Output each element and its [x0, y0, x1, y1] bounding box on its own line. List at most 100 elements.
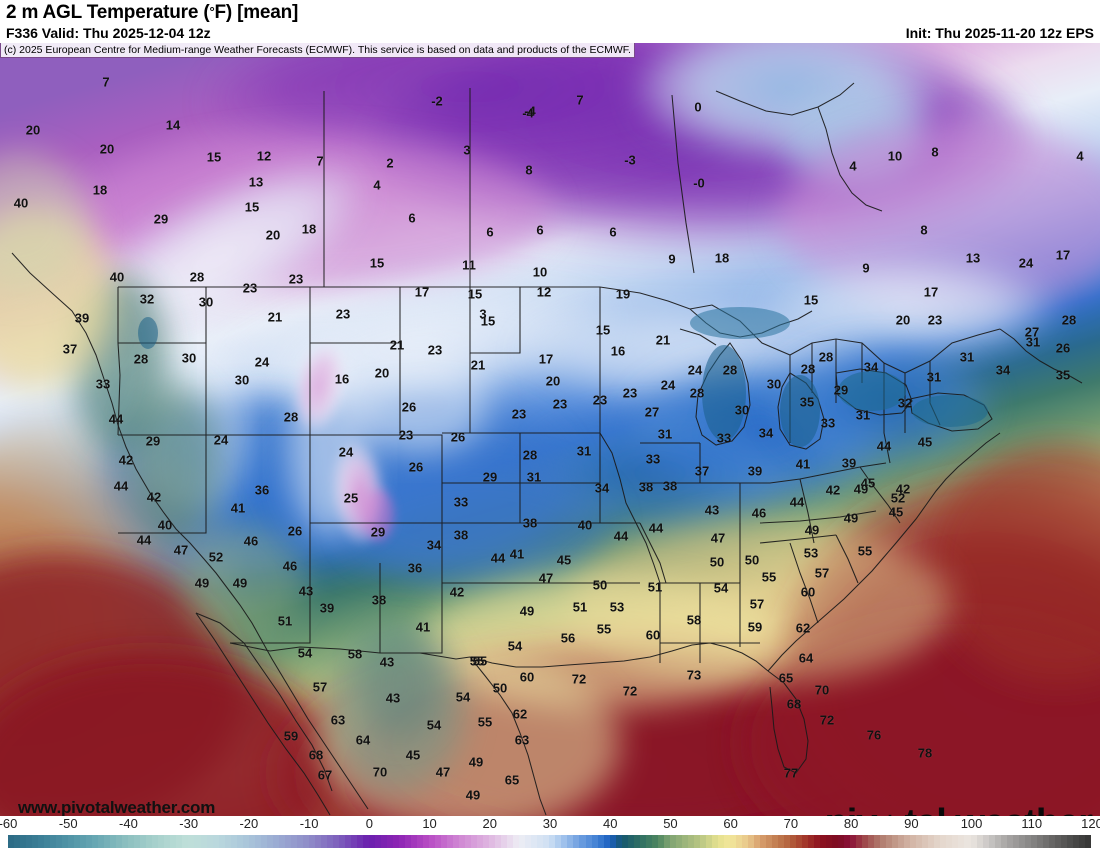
colorbar-swatch	[1024, 835, 1031, 848]
map-canvas[interactable]: (c) 2025 European Centre for Medium-rang…	[0, 43, 1100, 816]
colorbar-swatch	[429, 835, 436, 848]
colorbar-swatch	[796, 835, 803, 848]
valid-time-label: F336 Valid: Thu 2025-12-04 12z	[6, 25, 211, 41]
colorbar-swatch	[687, 835, 694, 848]
colorbar-swatch	[880, 835, 887, 848]
colorbar-swatch	[808, 835, 815, 848]
colorbar-swatch	[248, 835, 255, 848]
colorbar-swatch	[832, 835, 839, 848]
colorbar-swatch	[266, 835, 273, 848]
colorbar[interactable]: -60 -50 -40 -30 -20 -10 0 10 20 30 40 50 60 70 80 90 100…	[0, 816, 1100, 850]
colorbar-swatch	[236, 835, 243, 848]
colorbar-swatch	[447, 835, 454, 848]
colorbar-swatch	[802, 835, 809, 848]
colorbar-swatch	[152, 835, 159, 848]
colorbar-swatch	[531, 835, 538, 848]
colorbar-swatch	[573, 835, 580, 848]
url-watermark: www.pivotalweather.com	[18, 798, 216, 816]
colorbar-swatch	[753, 835, 760, 848]
colorbar-swatch	[916, 835, 923, 848]
colorbar-swatch	[537, 835, 544, 848]
header: 2 m AGL Temperature (°F) [mean] F336 Val…	[0, 0, 1100, 42]
colorbar-swatch	[356, 835, 363, 848]
colorbar-swatch	[970, 835, 977, 848]
colorbar-swatch	[940, 835, 947, 848]
colorbar-swatch	[910, 835, 917, 848]
colorbar-swatch	[543, 835, 550, 848]
colorbar-swatch	[290, 835, 297, 848]
colorbar-swatch	[441, 835, 448, 848]
colorbar-swatch	[735, 835, 742, 848]
colorbar-swatch	[669, 835, 676, 848]
colorbar-swatch	[862, 835, 869, 848]
colorbar-swatch	[633, 835, 640, 848]
colorbar-swatch	[465, 835, 472, 848]
colorbar-swatch	[657, 835, 664, 848]
colorbar-swatch	[399, 835, 406, 848]
colorbar-tick-label: 80	[843, 816, 859, 831]
colorbar-swatch	[405, 835, 412, 848]
colorbar-swatch	[856, 835, 863, 848]
colorbar-swatch	[200, 835, 207, 848]
colorbar-swatch	[741, 835, 748, 848]
colorbar-swatch	[32, 835, 39, 848]
colorbar-swatch	[988, 835, 995, 848]
colorbar-swatch	[386, 835, 393, 848]
colorbar-tick-label: 120	[1081, 816, 1100, 831]
colorbar-swatch	[344, 835, 351, 848]
colorbar-tick-label: 100	[960, 816, 983, 831]
colorbar-swatch	[621, 835, 628, 848]
colorbar-swatch	[308, 835, 315, 848]
colorbar-swatch	[80, 835, 87, 848]
colorbar-swatch	[98, 835, 105, 848]
colorbar-swatch	[140, 835, 147, 848]
colorbar-swatch	[1060, 835, 1067, 848]
colorbar-swatch	[362, 835, 369, 848]
colorbar-swatch	[44, 835, 51, 848]
colorbar-swatch	[212, 835, 219, 848]
colorbar-swatch	[224, 835, 231, 848]
init-time-label: Init: Thu 2025-11-20 12z EPS	[905, 25, 1094, 41]
colorbar-swatch	[477, 835, 484, 848]
colorbar-swatch	[928, 835, 935, 848]
colorbar-swatch	[302, 835, 309, 848]
colorbar-tick-label: 70	[783, 816, 799, 831]
colorbar-swatch	[1084, 835, 1091, 848]
brand-watermark: piv	[825, 802, 1093, 816]
colorbar-swatch	[393, 835, 400, 848]
colorbar-swatch	[218, 835, 225, 848]
colorbar-tick-label: -30	[179, 816, 199, 831]
colorbar-swatch	[453, 835, 460, 848]
colorbar-swatch	[711, 835, 718, 848]
colorbar-swatch	[645, 835, 652, 848]
colorbar-swatch	[188, 835, 195, 848]
colorbar-swatch	[555, 835, 562, 848]
colorbar-swatch	[1000, 835, 1007, 848]
brand-suffix: tal weather	[904, 802, 1093, 816]
colorbar-swatch	[417, 835, 424, 848]
colorbar-tick-label: 0	[365, 816, 373, 831]
colorbar-swatch	[26, 835, 33, 848]
colorbar-swatch	[170, 835, 177, 848]
colorbar-swatch	[1030, 835, 1037, 848]
colorbar-swatch	[609, 835, 616, 848]
colorbar-swatch	[350, 835, 357, 848]
colorbar-swatch	[771, 835, 778, 848]
colorbar-swatch	[585, 835, 592, 848]
map-waterbodies	[138, 307, 988, 447]
colorbar-swatch	[278, 835, 285, 848]
colorbar-swatch	[1066, 835, 1073, 848]
colorbar-swatch	[122, 835, 129, 848]
colorbar-swatch	[982, 835, 989, 848]
colorbar-swatch	[380, 835, 387, 848]
colorbar-swatch	[471, 835, 478, 848]
colorbar-tick-label: 110	[1021, 816, 1043, 831]
colorbar-swatch	[904, 835, 911, 848]
colorbar-swatch	[790, 835, 797, 848]
colorbar-swatch	[814, 835, 821, 848]
colorbar-swatch	[38, 835, 45, 848]
colorbar-swatch	[994, 835, 1001, 848]
colorbar-swatch	[952, 835, 959, 848]
colorbar-swatch	[579, 835, 586, 848]
colorbar-swatch	[1006, 835, 1013, 848]
